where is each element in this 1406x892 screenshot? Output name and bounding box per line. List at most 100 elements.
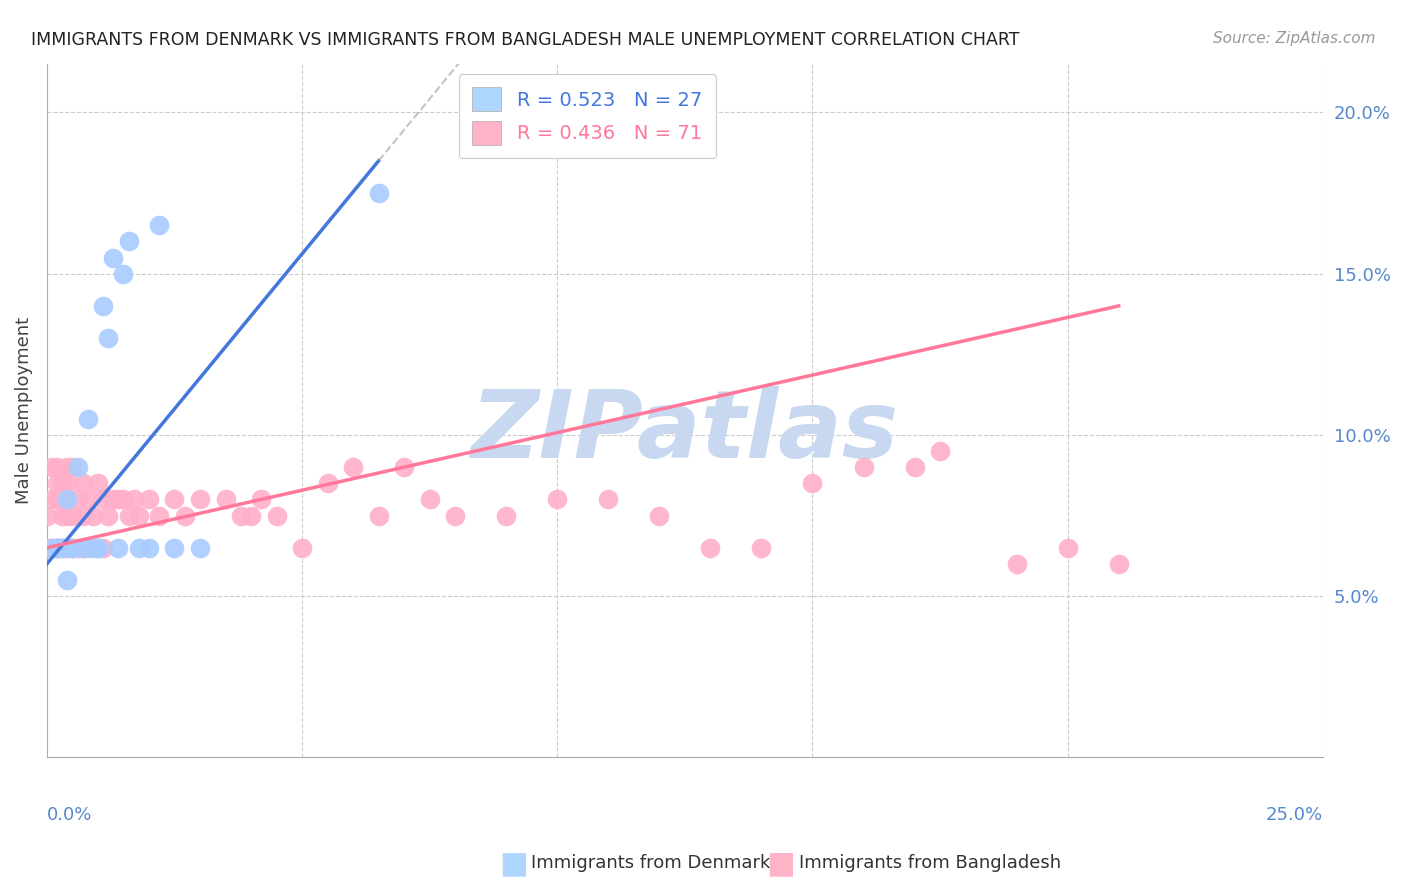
Point — [91, 541, 114, 555]
Point — [35, 541, 58, 555]
Point — [117, 508, 139, 523]
Point — [699, 541, 721, 555]
Point — [97, 508, 120, 523]
Point — [76, 541, 98, 555]
Point — [188, 492, 211, 507]
Point — [367, 186, 389, 200]
Point — [72, 541, 94, 555]
Point — [51, 476, 73, 491]
Point — [60, 541, 83, 555]
Point — [46, 541, 69, 555]
Point — [751, 541, 773, 555]
Point — [188, 541, 211, 555]
Point — [1056, 541, 1078, 555]
Text: Immigrants from Bangladesh: Immigrants from Bangladesh — [799, 855, 1060, 872]
Point — [929, 444, 952, 458]
Point — [51, 508, 73, 523]
Point — [648, 508, 671, 523]
Point — [240, 508, 263, 523]
Point — [122, 492, 145, 507]
Text: IMMIGRANTS FROM DENMARK VS IMMIGRANTS FROM BANGLADESH MALE UNEMPLOYMENT CORRELAT: IMMIGRANTS FROM DENMARK VS IMMIGRANTS FR… — [31, 31, 1019, 49]
Point — [82, 541, 104, 555]
Point — [103, 492, 125, 507]
Point — [87, 476, 110, 491]
Point — [103, 251, 125, 265]
Point — [56, 508, 79, 523]
Point — [82, 508, 104, 523]
Point — [291, 541, 314, 555]
Point — [56, 476, 79, 491]
Text: ■: ■ — [766, 849, 794, 878]
Point — [91, 299, 114, 313]
Point — [87, 541, 110, 555]
Point — [112, 267, 135, 281]
Point — [495, 508, 517, 523]
Point — [444, 508, 467, 523]
Point — [128, 508, 150, 523]
Point — [72, 541, 94, 555]
Point — [51, 541, 73, 555]
Point — [163, 492, 186, 507]
Point — [41, 541, 63, 555]
Point — [60, 541, 83, 555]
Point — [367, 508, 389, 523]
Point — [1005, 557, 1028, 571]
Point — [163, 541, 186, 555]
Point — [173, 508, 195, 523]
Point — [46, 492, 69, 507]
Point — [419, 492, 441, 507]
Point — [903, 460, 925, 475]
Point — [72, 508, 94, 523]
Point — [46, 476, 69, 491]
Text: ■: ■ — [499, 849, 527, 878]
Point — [66, 492, 89, 507]
Point — [148, 219, 170, 233]
Point — [46, 460, 69, 475]
Point — [60, 460, 83, 475]
Point — [87, 541, 110, 555]
Point — [250, 492, 273, 507]
Point — [107, 492, 129, 507]
Point — [60, 508, 83, 523]
Point — [97, 331, 120, 345]
Point — [76, 492, 98, 507]
Point — [598, 492, 620, 507]
Point — [91, 492, 114, 507]
Text: ZIPatlas: ZIPatlas — [471, 385, 898, 477]
Point — [46, 541, 69, 555]
Text: Source: ZipAtlas.com: Source: ZipAtlas.com — [1212, 31, 1375, 46]
Point — [51, 541, 73, 555]
Point — [138, 492, 160, 507]
Point — [56, 460, 79, 475]
Point — [852, 460, 875, 475]
Point — [87, 541, 110, 555]
Point — [128, 541, 150, 555]
Point — [56, 492, 79, 507]
Point — [41, 541, 63, 555]
Point — [66, 541, 89, 555]
Point — [112, 492, 135, 507]
Text: 0.0%: 0.0% — [46, 806, 93, 824]
Point — [138, 541, 160, 555]
Point — [72, 476, 94, 491]
Text: Immigrants from Denmark: Immigrants from Denmark — [531, 855, 770, 872]
Point — [1108, 557, 1130, 571]
Point — [148, 508, 170, 523]
Point — [214, 492, 236, 507]
Y-axis label: Male Unemployment: Male Unemployment — [15, 318, 32, 504]
Point — [392, 460, 415, 475]
Point — [229, 508, 252, 523]
Point — [56, 573, 79, 587]
Legend: R = 0.523   N = 27, R = 0.436   N = 71: R = 0.523 N = 27, R = 0.436 N = 71 — [458, 74, 716, 158]
Point — [46, 541, 69, 555]
Point — [107, 541, 129, 555]
Point — [546, 492, 568, 507]
Point — [41, 492, 63, 507]
Point — [56, 541, 79, 555]
Point — [41, 541, 63, 555]
Point — [60, 541, 83, 555]
Point — [51, 492, 73, 507]
Point — [801, 476, 824, 491]
Point — [76, 411, 98, 425]
Point — [41, 460, 63, 475]
